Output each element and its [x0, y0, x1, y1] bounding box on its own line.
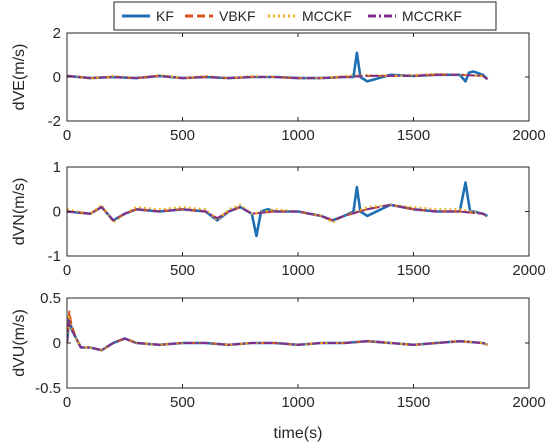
series-group [67, 310, 488, 352]
x-tick-label: 1000 [281, 394, 314, 411]
x-tick-label: 1000 [281, 262, 314, 279]
x-tick-label: 2000 [512, 262, 545, 279]
y-tick-label: 2 [53, 25, 61, 42]
y-tick-label: 0 [53, 69, 61, 86]
y-tick-label: -0.5 [35, 380, 61, 397]
legend-label-vbkf: VBKF [219, 8, 256, 24]
series-group [67, 181, 489, 238]
series-line-mccrkf [67, 73, 489, 81]
y-axis-label: dVE(m/s) [11, 44, 28, 111]
y-tick-label: 0.5 [40, 290, 61, 307]
x-tick-label: 0 [63, 127, 71, 144]
x-tick-label: 1000 [281, 127, 314, 144]
x-tick-label: 0 [63, 394, 71, 411]
legend-label-mcckf: MCCKF [302, 8, 352, 24]
x-axis-label: time(s) [274, 425, 323, 442]
y-axis-label: dVU(m/s) [11, 309, 28, 377]
x-tick-label: 500 [170, 262, 195, 279]
y-tick-label: 0 [53, 335, 61, 352]
series-line-mccrkf [67, 319, 488, 352]
series-line-kf [67, 314, 488, 352]
series-line-mcckf [67, 203, 489, 224]
x-tick-label: 500 [170, 394, 195, 411]
legend-entry-mcckf: MCCKF [268, 8, 352, 24]
x-tick-label: 1500 [397, 127, 430, 144]
x-tick-label: 2000 [512, 394, 545, 411]
x-tick-label: 2000 [512, 127, 545, 144]
x-tick-label: 1500 [397, 394, 430, 411]
x-tick-label: 0 [63, 262, 71, 279]
legend-label-kf: KF [156, 8, 174, 24]
legend-label-mccrkf: MCCRKF [402, 8, 462, 24]
series-line-mccrkf [67, 203, 488, 222]
y-tick-label: -2 [48, 113, 61, 130]
y-tick-label: -1 [48, 248, 61, 265]
legend-box [113, 1, 497, 31]
legend-entry-vbkf: VBKF [185, 8, 256, 24]
x-tick-label: 1500 [397, 262, 430, 279]
y-tick-label: 0 [53, 204, 61, 221]
legend: KF VBKF MCCKF MCCRKF [113, 1, 497, 31]
legend-entry-mccrkf: MCCRKF [368, 8, 462, 24]
series-group [67, 51, 489, 83]
y-tick-label: 1 [53, 159, 61, 176]
x-tick-label: 500 [170, 127, 195, 144]
legend-entry-kf: KF [122, 8, 174, 24]
y-axis-label: dVN(m/s) [11, 178, 28, 246]
